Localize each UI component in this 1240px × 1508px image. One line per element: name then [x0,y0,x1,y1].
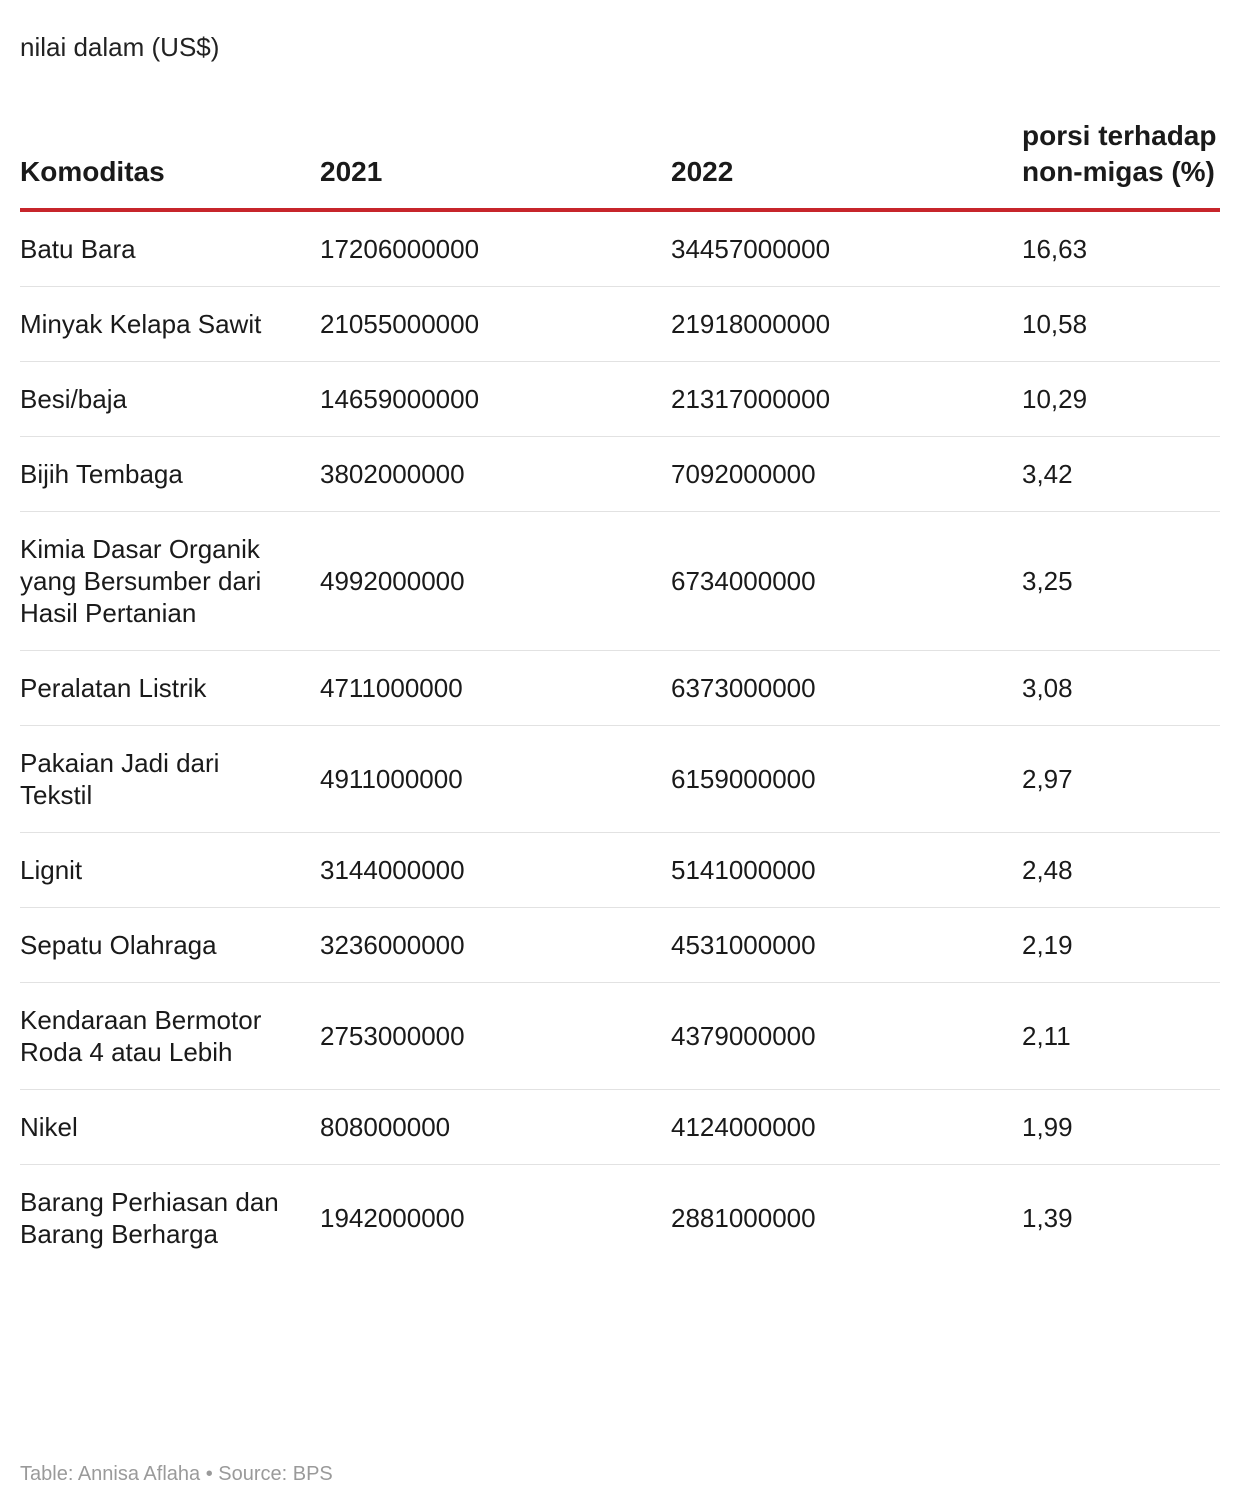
table-row: Barang Perhiasan dan Barang Berharga 1942… [20,1165,1220,1272]
commodity-name-cell: Sepatu Olahraga [20,907,320,983]
share-percent-cell: 3,08 [1022,650,1220,726]
table-row: Nikel 808000000 4124000000 1,99 [20,1089,1220,1165]
commodity-name-cell: Pakaian Jadi dari Tekstil [20,725,320,833]
share-percent-cell: 10,58 [1022,286,1220,362]
value-2022-cell: 34457000000 [671,210,1022,287]
value-2021-cell: 3144000000 [320,832,671,908]
table-credit: Table: Annisa Aflaha • Source: BPS [20,1463,333,1485]
value-2021-cell: 2753000000 [320,982,671,1090]
table-row: Pakaian Jadi dari Tekstil 4911000000 61590… [20,725,1220,833]
value-2022-cell: 6734000000 [671,511,1022,651]
value-2022-cell: 21317000000 [671,361,1022,437]
value-2021-cell: 14659000000 [320,361,671,437]
share-percent-cell: 2,48 [1022,832,1220,908]
share-percent-cell: 2,19 [1022,907,1220,983]
value-2022-cell: 21918000000 [671,286,1022,362]
value-2022-cell: 2881000000 [671,1203,816,1233]
value-2022-cell: 4124000000 [671,1089,1022,1165]
value-2021-cell: 3802000000 [320,436,671,512]
table-row: Minyak Kelapa Sawit 21055000000 2191800000… [20,286,1220,362]
value-2021-cell: 21055000000 [320,286,671,362]
value-2021-cell: 4711000000 [320,650,671,726]
value-2021-cell: 17206000000 [320,210,671,287]
value-2022-cell: 6159000000 [671,725,1022,833]
column-header-porsi: porsi terhadap non-migas (%) [1022,118,1220,212]
commodity-name-cell: Batu Bara [20,210,320,287]
value-2021-cell: 1942000000 [320,1203,465,1233]
share-percent-cell: 3,42 [1022,436,1220,512]
table-row: Kimia Dasar Organik yang Bersumber dari … [20,511,1220,651]
commodity-name-cell: Lignit [20,832,320,908]
table-row: Lignit 3144000000 5141000000 2,48 [20,832,1220,908]
commodity-export-table: Komoditas 2021 2022 porsi terhadap non-m… [20,118,1220,1271]
table-row: Batu Bara 17206000000 34457000000 16,63 [20,210,1220,287]
share-percent-cell: 3,25 [1022,511,1220,651]
header-row: Komoditas 2021 2022 porsi terhadap non-m… [20,118,1220,212]
table-body: Batu Bara 17206000000 34457000000 16,63 Miny… [20,210,1220,1271]
table-header: Komoditas 2021 2022 porsi terhadap non-m… [20,118,1220,212]
commodity-name-cell: Nikel [20,1089,320,1165]
table-row: Bijih Tembaga 3802000000 7092000000 3,42 [20,436,1220,512]
table-row: Kendaraan Bermotor Roda 4 atau Lebih 2753… [20,982,1220,1090]
commodity-name-cell: Barang Perhiasan dan Barang Berharga [20,1187,279,1249]
value-2021-cell: 4911000000 [320,725,671,833]
value-2022-cell: 5141000000 [671,832,1022,908]
commodity-name-cell: Minyak Kelapa Sawit [20,286,320,362]
commodity-name-cell: Kimia Dasar Organik yang Bersumber dari … [20,511,320,651]
value-2021-cell: 3236000000 [320,907,671,983]
table-row: Besi/baja 14659000000 21317000000 10,29 [20,361,1220,437]
table-row: Peralatan Listrik 4711000000 6373000000 3,0… [20,650,1220,726]
value-2021-cell: 808000000 [320,1089,671,1165]
share-percent-cell: 2,11 [1022,982,1220,1090]
commodity-name-cell: Kendaraan Bermotor Roda 4 atau Lebih [20,982,320,1090]
value-2022-cell: 4531000000 [671,907,1022,983]
column-header-2021: 2021 [320,118,671,212]
column-header-komoditas: Komoditas [20,118,320,212]
share-percent-cell: 2,97 [1022,725,1220,833]
share-percent-cell: 10,29 [1022,361,1220,437]
value-2022-cell: 4379000000 [671,982,1022,1090]
share-percent-cell: 1,99 [1022,1089,1220,1165]
column-header-2022: 2022 [671,118,1022,212]
share-percent-cell: 1,39 [1022,1203,1073,1233]
commodity-name-cell: Bijih Tembaga [20,436,320,512]
value-2022-cell: 7092000000 [671,436,1022,512]
commodity-name-cell: Besi/baja [20,361,320,437]
table-row: Sepatu Olahraga 3236000000 4531000000 2,19 [20,907,1220,983]
table-subtitle: nilai dalam (US$) [20,32,220,62]
commodity-name-cell: Peralatan Listrik [20,650,320,726]
value-2021-cell: 4992000000 [320,511,671,651]
share-percent-cell: 16,63 [1022,210,1220,287]
value-2022-cell: 6373000000 [671,650,1022,726]
